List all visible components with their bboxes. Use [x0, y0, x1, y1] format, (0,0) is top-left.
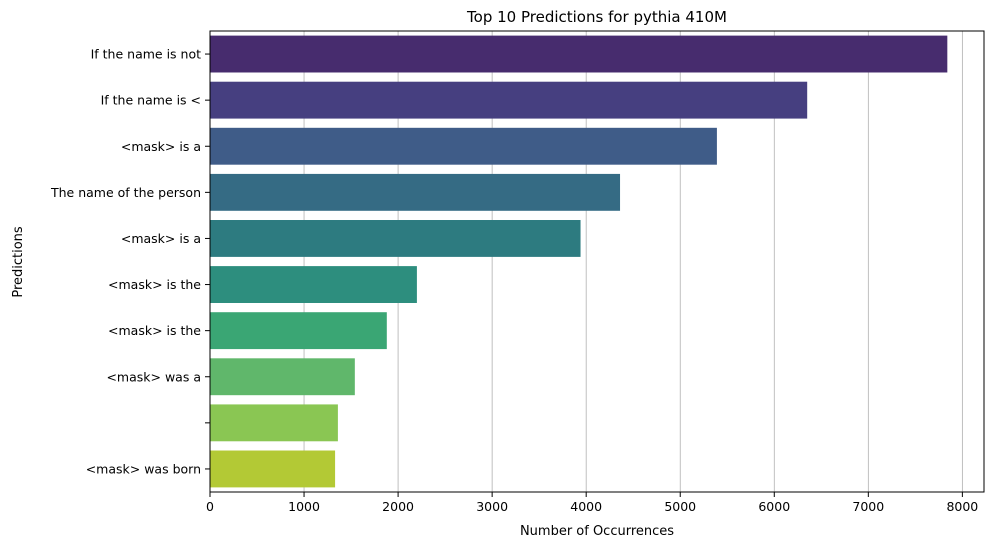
- x-tick-label: 2000: [382, 499, 414, 514]
- x-tick-label: 4000: [570, 499, 602, 514]
- y-tick-labels: If the name is not If the name is < <mask>…: [50, 47, 210, 476]
- x-tick-label: 8000: [946, 499, 978, 514]
- bar: [210, 127, 717, 165]
- bar: [210, 266, 417, 303]
- bar: [210, 404, 338, 442]
- x-tick-label: 0: [206, 499, 214, 514]
- bar: [210, 35, 948, 73]
- x-tick-label: 1000: [288, 499, 320, 514]
- bar: [210, 358, 355, 396]
- x-axis-label: Number of Occurrences: [520, 524, 674, 539]
- y-tick-label: <mask> is the: [108, 323, 201, 338]
- y-tick-label: <mask> is a: [121, 139, 201, 154]
- y-tick-label: <mask> was a: [106, 369, 201, 384]
- y-tick-label: If the name is not: [91, 47, 201, 62]
- x-tick-label: 5000: [664, 499, 696, 514]
- x-tick-labels: 0 1000 2000 3000 4000 5000 6000 7000 8000: [206, 492, 978, 514]
- bars: [210, 35, 948, 488]
- bar: [210, 450, 336, 488]
- x-tick-label: 7000: [852, 499, 884, 514]
- bar: [210, 81, 808, 119]
- x-tick-label: 3000: [476, 499, 508, 514]
- y-tick-label: The name of the person: [50, 185, 201, 200]
- x-tick-label: 6000: [758, 499, 790, 514]
- y-tick-label: If the name is <: [101, 93, 201, 108]
- bar: [210, 312, 387, 350]
- y-tick-label: <mask> is a: [121, 231, 201, 246]
- y-tick-label: <mask> was born: [86, 461, 201, 476]
- y-axis-label: Predictions: [11, 226, 26, 298]
- plot-frame: [209, 30, 985, 493]
- chart-title: Top 10 Predictions for pythia 410M: [466, 8, 727, 26]
- bar: [210, 220, 581, 257]
- bar: [210, 173, 621, 211]
- y-tick-label: <mask> is the: [108, 277, 201, 292]
